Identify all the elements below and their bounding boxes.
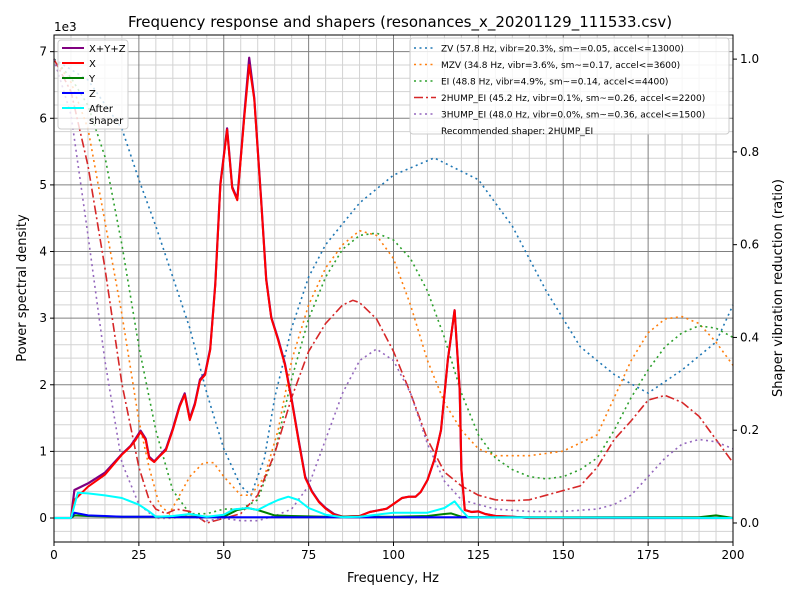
legend-psd-label: X [89, 59, 96, 70]
psd-line-1 [54, 64, 733, 519]
shaper-line-3 [53, 58, 734, 524]
y-tick-label: 4 [39, 245, 47, 259]
legend-psd-label: X+Y+Z [89, 44, 126, 55]
y-right-tick-label: 0.6 [740, 238, 759, 252]
y-right-tick-label: 0.0 [740, 516, 759, 530]
legend-psd-label: shaper [89, 116, 124, 127]
legend-shaper-label: 2HUMP_EI (45.2 Hz, vibr=0.1%, sm~=0.26, … [441, 94, 705, 104]
y-tick-label: 1 [39, 444, 47, 458]
legend-shaper-label: MZV (34.8 Hz, vibr=3.6%, sm~=0.17, accel… [441, 61, 680, 71]
y-tick-label: 3 [39, 311, 47, 325]
legend-shapers-box [409, 37, 730, 135]
x-tick-label: 25 [131, 548, 146, 562]
x-axis-label: Frequency, Hz [347, 571, 439, 586]
y-right-tick-label: 0.2 [740, 423, 759, 437]
shaper-line-0 [53, 58, 734, 497]
recommended-shaper-text: Recommended shaper: 2HUMP_EI [441, 127, 593, 137]
x-tick-label: 0 [50, 548, 58, 562]
y-tick-label: 7 [39, 45, 47, 59]
y-tick-label: 6 [39, 111, 47, 125]
y-right-tick-label: 1.0 [740, 52, 759, 66]
plot-area [53, 56, 734, 524]
legend-shapers: ZV (57.8 Hz, vibr=20.3%, sm~=0.05, accel… [409, 37, 730, 137]
x-tick-label: 75 [301, 548, 316, 562]
x-tick-label: 100 [382, 548, 405, 562]
y-right-tick-label: 0.8 [740, 145, 759, 159]
legend-shaper-label: ZV (57.8 Hz, vibr=20.3%, sm~=0.05, accel… [441, 45, 684, 55]
x-tick-label: 150 [552, 548, 575, 562]
chart-title: Frequency response and shapers (resonanc… [128, 13, 672, 32]
psd-line-4 [54, 491, 734, 519]
y-right-tick-label: 0.4 [740, 330, 759, 344]
y-tick-label: 2 [39, 378, 47, 392]
y-axis-right-label: Shaper vibration reduction (ratio) [771, 179, 786, 397]
legend-psd-label: After [89, 104, 114, 115]
shaper-line-2 [53, 58, 734, 515]
grid [53, 35, 734, 542]
legend-shaper-label: EI (48.8 Hz, vibr=4.9%, sm~=0.14, accel<… [441, 78, 668, 88]
x-tick-label: 125 [467, 548, 490, 562]
y-offset-label: 1e3 [54, 20, 77, 34]
legend-psd-label: Z [89, 89, 96, 100]
y-tick-label: 5 [39, 178, 47, 192]
legend-psd-label: Y [88, 74, 96, 85]
legend-shaper-label: 3HUMP_EI (48.0 Hz, vibr=0.0%, sm~=0.36, … [441, 111, 705, 121]
ticks: 0 25 50 75 100 125 150 175 200 0 1 2 3 4 5 6 7 0.0 0.2 0.4 0… [39, 45, 759, 562]
x-tick-label: 50 [216, 548, 231, 562]
x-tick-label: 175 [637, 548, 660, 562]
y-axis-label: Power spectral density [15, 214, 30, 362]
x-tick-label: 200 [722, 548, 745, 562]
y-tick-label: 0 [39, 511, 47, 525]
